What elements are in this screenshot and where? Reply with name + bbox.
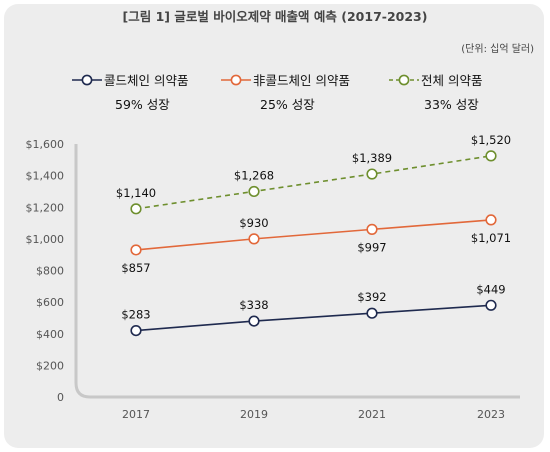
x-tick-label: 2021 [358, 408, 386, 421]
data-point [485, 214, 497, 226]
data-label: $1,520 [471, 133, 511, 147]
legend-label: 非콜드체인 의약품 [253, 73, 350, 88]
legend-label: 전체 의약품 [421, 73, 483, 88]
chart-panel [4, 4, 544, 448]
data-label: $449 [476, 282, 505, 296]
data-label: $997 [357, 240, 386, 254]
data-point [485, 150, 497, 162]
y-tick-label: $1,000 [26, 233, 65, 246]
x-tick-label: 2019 [240, 408, 268, 421]
y-tick-label: $800 [36, 265, 64, 278]
series-line [135, 304, 492, 332]
unit-note: (단위: 십억 달러) [461, 44, 534, 55]
legend-growth: 33% 성장 [424, 97, 479, 112]
legend-growth: 59% 성장 [115, 97, 170, 112]
data-label: $283 [121, 308, 150, 322]
data-label: $930 [239, 216, 268, 230]
data-label: $392 [357, 290, 386, 304]
legend-marker-cold-chain [72, 74, 102, 86]
data-label: $338 [239, 298, 268, 312]
data-label: $1,389 [352, 151, 392, 165]
data-point [248, 315, 260, 327]
axis-line [74, 144, 520, 399]
data-point [130, 324, 142, 337]
legend-marker-total [389, 74, 419, 86]
series-line [135, 219, 492, 251]
chart-title: [그림 1] 글로벌 바이오제약 매출액 예측 (2017-2023) [122, 9, 428, 24]
data-point [130, 244, 142, 256]
data-label: $1,071 [471, 231, 511, 245]
data-point [366, 223, 378, 235]
x-tick-label: 2017 [122, 408, 150, 421]
x-tick-label: 2023 [477, 408, 505, 421]
data-label: $1,140 [116, 186, 156, 200]
data-point [248, 185, 260, 198]
y-tick-label: $400 [36, 328, 64, 341]
y-tick-label: 0 [57, 391, 64, 404]
data-label: $857 [121, 261, 150, 275]
data-point [130, 203, 142, 215]
y-tick-label: $1,600 [26, 138, 65, 151]
data-point [366, 307, 378, 319]
y-tick-label: $600 [36, 296, 64, 309]
data-point [366, 168, 378, 180]
legend-label: 콜드체인 의약품 [104, 73, 189, 88]
legend-growth: 25% 성장 [260, 97, 315, 112]
y-tick-label: $200 [36, 359, 64, 372]
y-tick-label: $1,200 [26, 201, 65, 214]
data-label: $1,268 [234, 168, 274, 182]
series-line [135, 155, 492, 210]
data-point [248, 233, 260, 245]
data-point [485, 299, 497, 311]
legend: 콜드체인 의약품 59% 성장 非콜드체인 의약품 25% 성장 전체 의약품 … [0, 70, 550, 120]
y-tick-label: $1,400 [26, 170, 65, 183]
legend-marker-non-cold-chain [221, 74, 251, 86]
